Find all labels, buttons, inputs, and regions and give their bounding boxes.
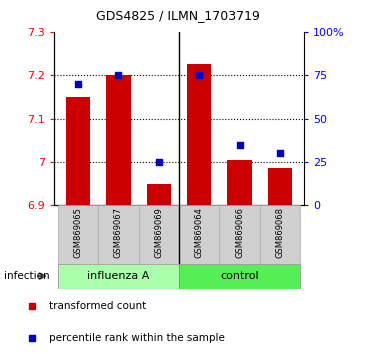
Text: GSM869068: GSM869068 xyxy=(276,207,285,258)
Bar xyxy=(260,205,300,264)
Text: GSM869066: GSM869066 xyxy=(235,207,244,258)
Point xyxy=(75,81,81,87)
Point xyxy=(237,142,243,147)
Text: GSM869069: GSM869069 xyxy=(154,207,163,258)
Point xyxy=(156,159,162,165)
Text: infection: infection xyxy=(4,271,49,281)
Text: percentile rank within the sample: percentile rank within the sample xyxy=(49,333,224,343)
Point xyxy=(29,303,35,309)
Bar xyxy=(58,205,98,264)
Text: GSM869067: GSM869067 xyxy=(114,207,123,258)
Text: GSM869065: GSM869065 xyxy=(73,207,82,258)
Bar xyxy=(58,264,179,289)
Bar xyxy=(179,264,300,289)
Bar xyxy=(66,97,90,205)
Bar xyxy=(98,205,139,264)
Text: transformed count: transformed count xyxy=(49,301,146,311)
Bar xyxy=(139,205,179,264)
Text: influenza A: influenza A xyxy=(87,271,150,281)
Bar xyxy=(219,205,260,264)
Point xyxy=(115,73,121,78)
Text: GDS4825 / ILMN_1703719: GDS4825 / ILMN_1703719 xyxy=(96,10,260,22)
Bar xyxy=(227,160,252,205)
Bar xyxy=(147,184,171,205)
Point xyxy=(277,150,283,156)
Point xyxy=(29,335,35,341)
Bar xyxy=(106,75,131,205)
Point xyxy=(196,73,202,78)
Text: GSM869064: GSM869064 xyxy=(195,207,204,258)
Bar xyxy=(187,64,211,205)
Bar xyxy=(179,205,219,264)
Text: control: control xyxy=(220,271,259,281)
Bar xyxy=(268,169,292,205)
